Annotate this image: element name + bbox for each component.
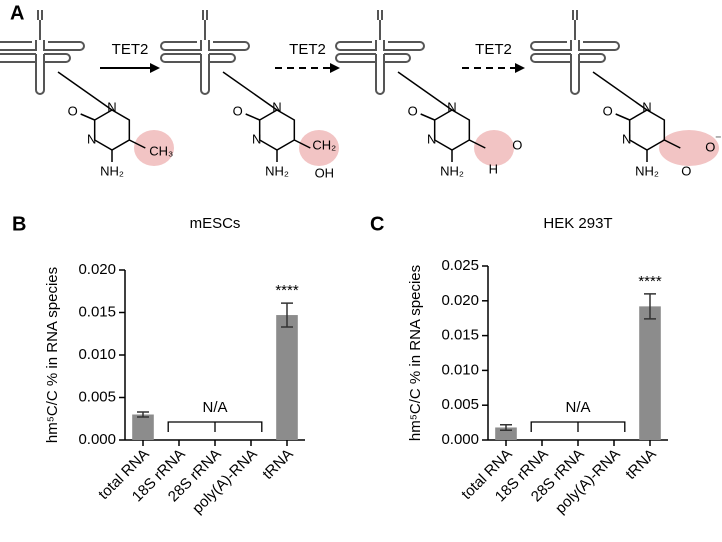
- atom-label: O: [68, 103, 78, 118]
- atom-label: NH₂: [635, 163, 659, 178]
- y-tick-label: 0.010: [441, 361, 479, 378]
- glycosidic-bond: [57, 71, 113, 111]
- y-tick-label: 0.015: [78, 303, 116, 320]
- arrow-head: [515, 63, 525, 73]
- group-label: CH₂: [312, 137, 336, 152]
- enzyme-label: TET2: [475, 41, 512, 58]
- error-bar: [137, 411, 149, 418]
- group-label: CH₃: [149, 143, 173, 158]
- bond: [128, 139, 146, 149]
- arrow-head: [150, 63, 160, 73]
- error-bar: [644, 293, 656, 320]
- panel-letter: B: [12, 213, 26, 235]
- y-tick-label: 0.015: [441, 327, 479, 344]
- atom-label: O: [603, 103, 613, 118]
- atom-label: NH₂: [100, 163, 124, 178]
- ring: [258, 109, 296, 151]
- highlight: [659, 130, 719, 166]
- significance: ****: [638, 273, 662, 290]
- ring: [93, 109, 131, 151]
- y-tick-label: 0.020: [441, 292, 479, 309]
- chart-title: mESCs: [190, 215, 241, 232]
- bond: [663, 139, 681, 149]
- y-tick-label: 0.010: [78, 346, 116, 363]
- highlight: [134, 130, 174, 166]
- atom-label: N: [642, 99, 651, 114]
- significance: ****: [275, 282, 299, 299]
- y-tick-label: 0.000: [78, 431, 116, 448]
- glycosidic-bond: [592, 71, 648, 111]
- y-tick-label: 0.025: [441, 257, 479, 274]
- na-label: N/A: [565, 399, 590, 416]
- bracket: [167, 421, 263, 432]
- bar: [132, 414, 154, 440]
- x-tick-label: tRNA: [622, 446, 659, 483]
- panel-letter: A: [10, 2, 24, 24]
- bond: [293, 139, 311, 149]
- atom-label: N: [272, 99, 281, 114]
- atom-label: N: [622, 131, 631, 146]
- atom-label: N: [252, 131, 261, 146]
- group-label: O: [705, 139, 715, 154]
- atom-label: N: [107, 99, 116, 114]
- atom-label: O: [233, 103, 243, 118]
- panel-letter: C: [370, 213, 384, 235]
- chart-title: HEK 293T: [543, 215, 612, 232]
- bar: [639, 306, 661, 440]
- bond: [468, 139, 486, 149]
- error-bar: [281, 302, 293, 328]
- glycosidic-bond: [397, 71, 453, 111]
- ring: [433, 109, 471, 151]
- bond: [420, 113, 435, 121]
- y-tick-label: 0.020: [78, 261, 116, 278]
- bond: [245, 113, 260, 121]
- group-label: O: [681, 163, 691, 178]
- group-label: O: [512, 137, 522, 152]
- arrow-head: [330, 63, 340, 73]
- bracket: [530, 421, 626, 432]
- bond: [80, 113, 95, 121]
- enzyme-label: TET2: [112, 41, 149, 58]
- atom-label: N: [447, 99, 456, 114]
- atom-label: N: [427, 131, 436, 146]
- reaction-scheme: TET2 TET2 TET2NNONH₂CH₃NNONH₂CH₂OHNNONH₂OH…: [0, 9, 722, 180]
- atom-label: O: [408, 103, 418, 118]
- enzyme-label: TET2: [289, 41, 326, 58]
- highlight: [299, 130, 339, 166]
- group-label: ⁻: [715, 131, 722, 146]
- x-tick-label: tRNA: [259, 446, 296, 483]
- atom-label: N: [87, 131, 96, 146]
- error-bar: [500, 423, 512, 432]
- atom-label: NH₂: [440, 163, 464, 178]
- y-axis-label: hm⁵C/C % in RNA species: [44, 267, 61, 443]
- group-label: H: [489, 161, 498, 176]
- ring: [628, 109, 666, 151]
- y-tick-label: 0.000: [441, 431, 479, 448]
- atom-label: NH₂: [265, 163, 289, 178]
- y-axis-label: hm⁵C/C % in RNA species: [407, 265, 424, 441]
- bond: [615, 113, 630, 121]
- group-label: OH: [315, 165, 335, 180]
- na-label: N/A: [202, 399, 227, 416]
- glycosidic-bond: [222, 71, 278, 111]
- y-tick-label: 0.005: [78, 388, 116, 405]
- highlight: [474, 130, 514, 166]
- bar: [276, 315, 298, 440]
- y-tick-label: 0.005: [441, 396, 479, 413]
